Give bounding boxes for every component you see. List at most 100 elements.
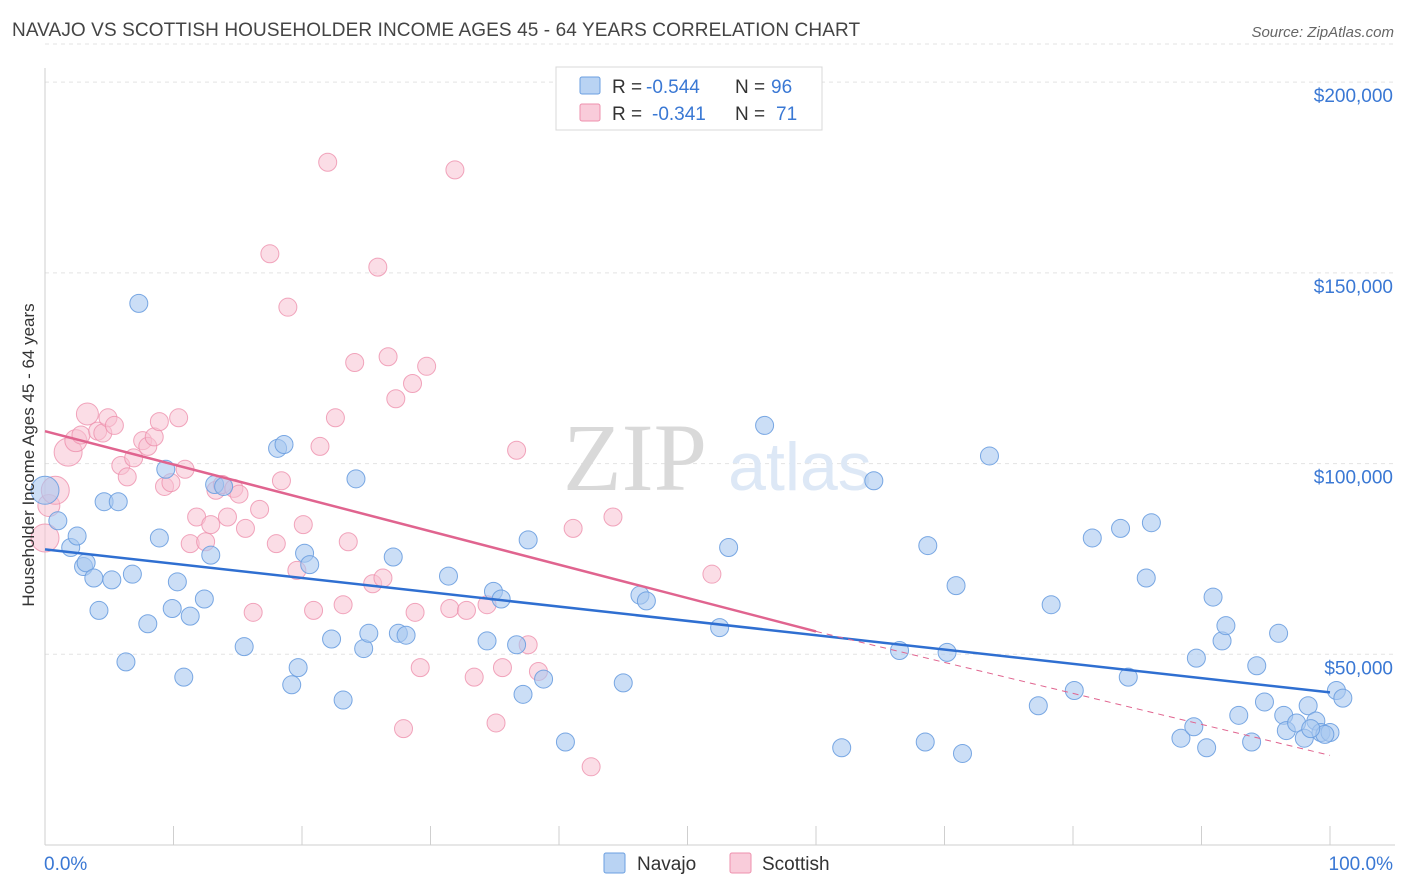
navajo-point xyxy=(1041,595,1061,615)
scottish-point xyxy=(260,244,280,264)
navajo-point xyxy=(1111,518,1131,538)
navajo-point xyxy=(122,564,142,584)
navajo-point xyxy=(1333,688,1353,708)
scottish-point xyxy=(405,602,425,622)
scottish-point xyxy=(293,515,313,535)
navajo-point xyxy=(1301,719,1321,739)
scottish-point xyxy=(169,408,189,428)
navajo-point xyxy=(477,631,497,651)
legend-r-label: R = xyxy=(612,104,642,125)
navajo-point xyxy=(1184,717,1204,737)
navajo-trendline xyxy=(44,548,1331,694)
trendlines xyxy=(44,429,1331,756)
navajo-point xyxy=(322,629,342,649)
navajo-point xyxy=(1064,681,1084,701)
scottish-point xyxy=(235,518,255,538)
navajo-point xyxy=(300,555,320,575)
navajo-point xyxy=(937,642,957,662)
navajo-point xyxy=(162,599,182,619)
source-credit: Source: ZipAtlas.com xyxy=(1251,24,1394,41)
scottish-point xyxy=(30,523,60,553)
scottish-point xyxy=(456,600,476,620)
navajo-point xyxy=(396,625,416,645)
scottish-point xyxy=(373,568,393,588)
navajo-point xyxy=(946,576,966,596)
scottish-point xyxy=(464,667,484,687)
y-tick-label: $200,000 xyxy=(1314,86,1393,107)
navajo-point xyxy=(1141,513,1161,533)
scottish-point xyxy=(417,356,437,376)
scottish-point xyxy=(250,499,270,519)
navajo-point xyxy=(67,526,87,546)
scottish-point xyxy=(394,719,414,739)
navajo-point xyxy=(1136,568,1156,588)
navajo-point xyxy=(89,600,109,620)
navajo-point xyxy=(167,572,187,592)
navajo-point xyxy=(755,415,775,435)
top-legend: R = -0.544 N = 96 R = -0.341 N = 71 xyxy=(555,66,823,131)
scottish-point xyxy=(217,507,237,527)
scottish-point xyxy=(338,532,358,552)
scottish-point xyxy=(440,599,460,619)
scottish-legend-swatch xyxy=(579,103,601,122)
scottish-point xyxy=(325,408,345,428)
navajo-point xyxy=(149,528,169,548)
watermark-zip: ZIP xyxy=(563,404,707,511)
scottish-point xyxy=(229,484,249,504)
navajo-point xyxy=(710,618,730,638)
legend-n-label: N = xyxy=(735,77,765,98)
scottish-point xyxy=(104,415,124,435)
scottish-trendline xyxy=(44,429,817,633)
scottish-point xyxy=(318,152,338,172)
navajo-point xyxy=(84,568,104,588)
navajo-point xyxy=(282,675,302,695)
scottish-bottom-swatch xyxy=(729,852,752,874)
y-tick-label: $100,000 xyxy=(1314,468,1393,489)
navajo-legend-label: Navajo xyxy=(637,854,696,875)
scottish-points xyxy=(30,152,722,777)
scottish-point xyxy=(410,658,430,678)
navajo-point xyxy=(333,690,353,710)
navajo-point xyxy=(507,635,527,655)
scottish-point xyxy=(243,602,263,622)
navajo-point xyxy=(918,536,938,556)
navajo-point xyxy=(1118,667,1138,687)
scottish-point xyxy=(368,257,388,277)
navajo-point xyxy=(438,566,458,586)
scottish-point xyxy=(507,440,527,460)
scottish-point xyxy=(117,467,137,487)
y-tick-label: $150,000 xyxy=(1314,277,1393,298)
navajo-point xyxy=(1242,732,1262,752)
navajo-point xyxy=(952,743,972,763)
navajo-point xyxy=(1082,528,1102,548)
x-tick-labels: 0.0% 100.0% xyxy=(44,854,1393,875)
gridlines xyxy=(45,43,1395,655)
navajo-point xyxy=(194,589,214,609)
navajo-point xyxy=(108,492,128,512)
chart-title: NAVAJO VS SCOTTISH HOUSEHOLDER INCOME AG… xyxy=(12,20,861,41)
scottish-point xyxy=(563,518,583,538)
legend-n-value: 71 xyxy=(776,104,797,125)
navajo-point xyxy=(1028,696,1048,716)
navajo-point xyxy=(234,637,254,657)
navajo-point xyxy=(636,591,656,611)
navajo-point xyxy=(138,614,158,634)
watermark: ZIP atlas xyxy=(563,404,872,511)
navajo-point xyxy=(864,471,884,491)
navajo-point xyxy=(1254,692,1274,712)
scottish-point xyxy=(486,713,506,733)
navajo-point xyxy=(513,684,533,704)
watermark-atlas: atlas xyxy=(728,429,872,505)
navajo-point xyxy=(1186,648,1206,668)
scottish-point xyxy=(378,347,398,367)
navajo-point xyxy=(534,669,554,689)
scottish-point xyxy=(271,471,291,491)
scottish-point xyxy=(386,389,406,409)
scottish-point xyxy=(149,412,169,432)
navajo-point xyxy=(30,475,60,505)
navajo-point xyxy=(1247,656,1267,676)
axes xyxy=(44,68,1395,846)
navajo-point xyxy=(116,652,136,672)
navajo-point xyxy=(832,738,852,758)
